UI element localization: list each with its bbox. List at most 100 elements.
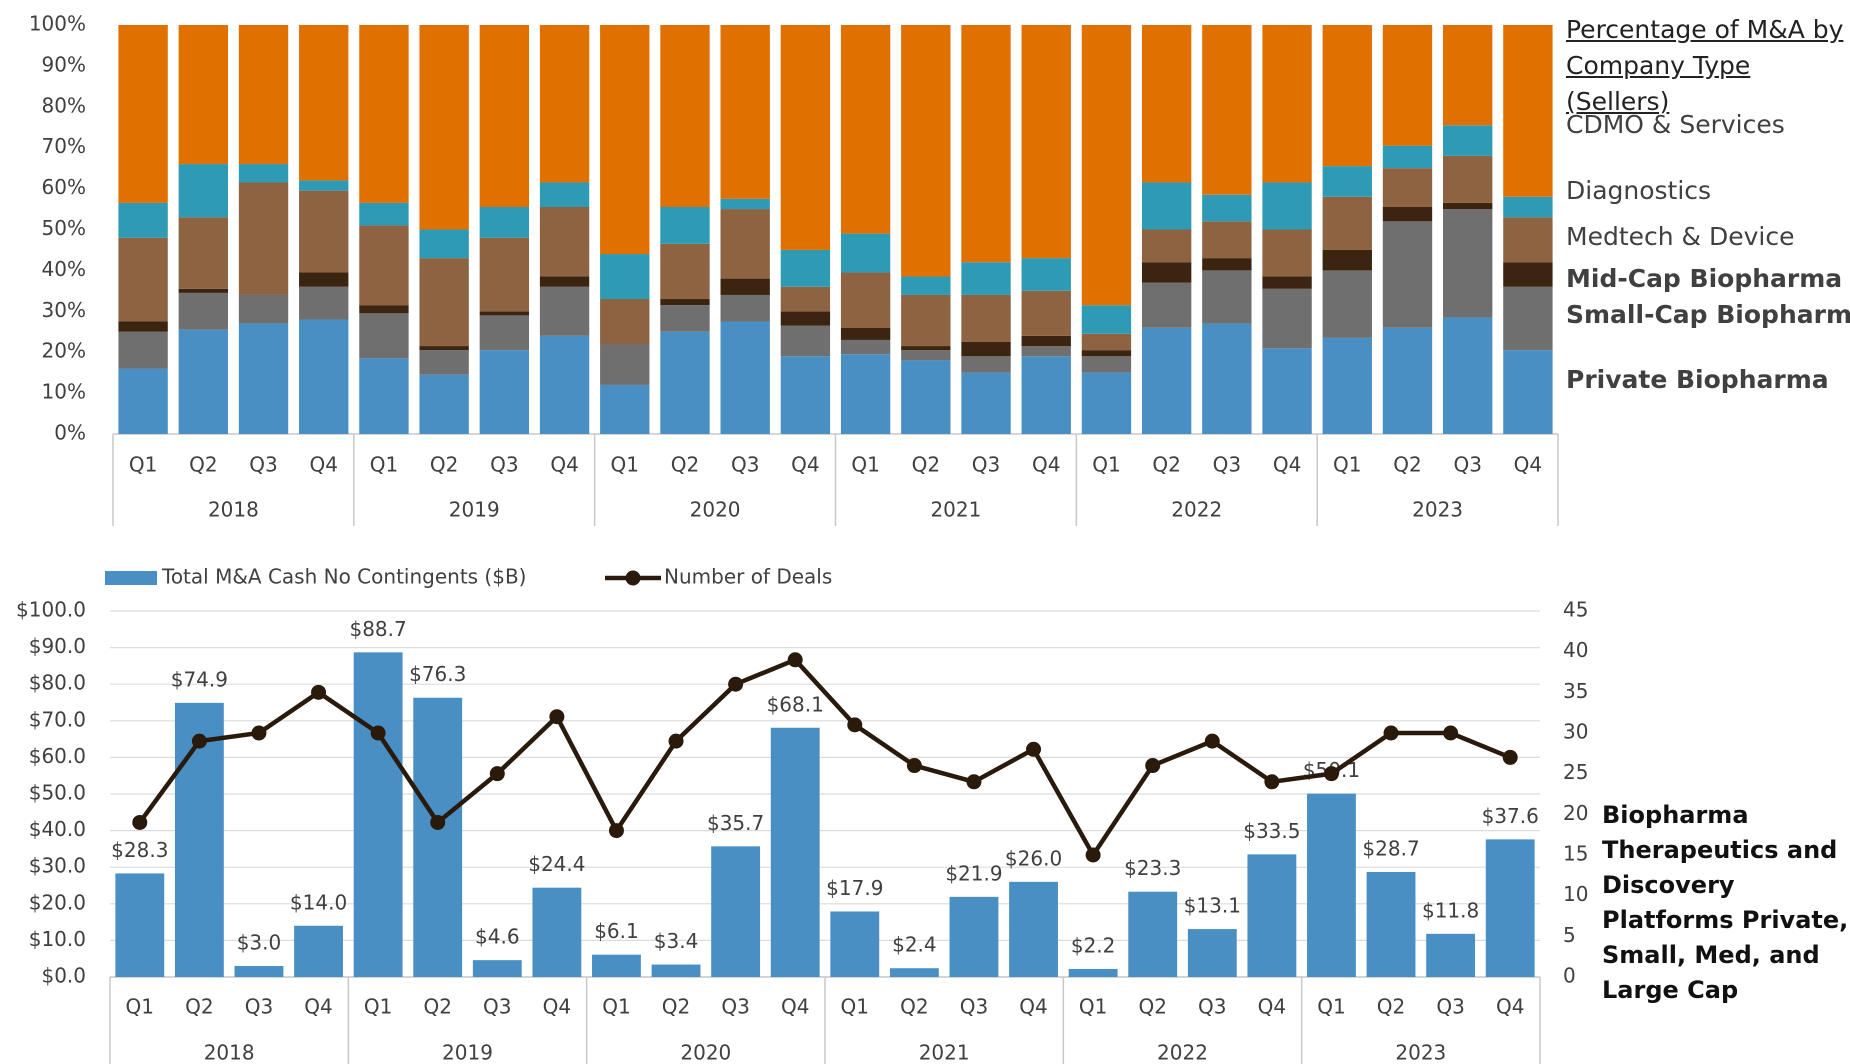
bar-segment (299, 190, 349, 273)
bar-segment (118, 331, 168, 369)
bar-segment (720, 198, 770, 210)
bar (1068, 968, 1118, 977)
line-marker (132, 814, 148, 830)
bar-segment (660, 207, 710, 244)
x-group-label: 2022 (1171, 498, 1222, 522)
line-marker (906, 758, 922, 774)
bar-segment (178, 25, 228, 165)
line-marker (608, 823, 624, 839)
bar (234, 966, 284, 977)
data-label: $68.1 (767, 692, 824, 716)
x-tick-label: Q1 (1092, 453, 1120, 477)
bar-segment (780, 249, 831, 287)
bar-segment (479, 237, 530, 312)
x-tick-label: Q4 (1019, 995, 1047, 1019)
bar-segment (840, 339, 891, 355)
bar-segment (840, 272, 891, 328)
bar-segment (1021, 335, 1071, 347)
line-marker (728, 676, 744, 692)
y-tick-label: $30.0 (29, 854, 86, 878)
bar-segment (299, 272, 349, 287)
bar-segment (1081, 372, 1132, 434)
x-tick-label: Q1 (129, 453, 157, 477)
bar (651, 964, 701, 977)
bar-segment (1262, 25, 1312, 183)
x-tick-label: Q2 (662, 995, 690, 1019)
bar-segment (539, 286, 590, 336)
line-marker (489, 766, 505, 782)
bar (711, 846, 761, 977)
bar (1485, 839, 1535, 977)
bar-segment (600, 254, 650, 300)
x-tick-label: Q4 (1496, 995, 1524, 1019)
bar (115, 873, 165, 977)
data-label: $14.0 (290, 890, 347, 914)
line-marker (847, 717, 863, 733)
bar-segment (1443, 202, 1493, 210)
bar-segment (299, 286, 349, 320)
line-marker (311, 684, 327, 700)
x-tick-label: Q3 (960, 995, 988, 1019)
bar-segment (901, 350, 951, 361)
bar-segment (840, 354, 891, 434)
bar-segment (118, 321, 168, 332)
bar-segment (720, 278, 770, 295)
bar-segment (1141, 229, 1192, 263)
data-label: $37.6 (1482, 804, 1539, 828)
line-marker (1145, 758, 1161, 774)
y-tick-label: $20.0 (29, 890, 86, 914)
bar-segment (1021, 25, 1071, 259)
y-tick-label: $0.0 (41, 964, 86, 988)
x-tick-label: Q4 (309, 453, 337, 477)
legend-label: Medtech & Device (1566, 222, 1794, 251)
y-tick-label: $70.0 (29, 707, 86, 731)
x-tick-label: Q1 (370, 453, 398, 477)
bar-segment (1202, 323, 1252, 434)
line-marker (191, 733, 207, 749)
x-tick-label: Q4 (550, 453, 578, 477)
bar-segment (660, 25, 710, 208)
x-group-label: 2022 (1157, 1041, 1208, 1064)
data-label: $76.3 (409, 662, 466, 686)
x-group-label: 2019 (449, 498, 500, 522)
bar-segment (1382, 327, 1433, 434)
bar-segment (1202, 221, 1252, 259)
bar (1366, 871, 1416, 977)
y2-tick-label: 15 (1563, 842, 1588, 866)
x-tick-label: Q2 (185, 995, 213, 1019)
bar-segment (1322, 166, 1372, 197)
x-group-label: 2018 (204, 1041, 255, 1064)
x-tick-label: Q2 (900, 995, 928, 1019)
bar (830, 911, 880, 977)
bar-segment (660, 243, 710, 300)
bar-segment (1081, 333, 1132, 351)
x-group-label: 2023 (1395, 1041, 1446, 1064)
bar-segment (1503, 25, 1553, 197)
data-label: $28.7 (1362, 836, 1419, 860)
data-label: $33.5 (1243, 819, 1300, 843)
x-tick-label: Q4 (1258, 995, 1286, 1019)
bar (532, 887, 582, 977)
x-tick-label: Q2 (189, 453, 217, 477)
x-tick-label: Q3 (1453, 453, 1481, 477)
x-tick-label: Q4 (304, 995, 332, 1019)
bar (889, 968, 939, 977)
x-tick-label: Q2 (1377, 995, 1405, 1019)
bar-segment (1443, 25, 1493, 126)
bar (1247, 854, 1297, 977)
y2-tick-label: 0 (1563, 964, 1576, 988)
bar-segment (720, 209, 770, 279)
y-tick-label: 80% (42, 93, 86, 117)
bar-segment (178, 217, 228, 289)
bar-segment (720, 294, 770, 322)
bar-segment (479, 207, 530, 238)
y-tick-label: $60.0 (29, 744, 86, 768)
bar-segment (299, 25, 349, 181)
x-tick-label: Q3 (245, 995, 273, 1019)
bar-segment (1382, 145, 1433, 169)
line-marker (1085, 847, 1101, 863)
x-tick-label: Q3 (1198, 995, 1226, 1019)
bar-segment (479, 311, 530, 316)
bar-segment (1262, 182, 1312, 230)
